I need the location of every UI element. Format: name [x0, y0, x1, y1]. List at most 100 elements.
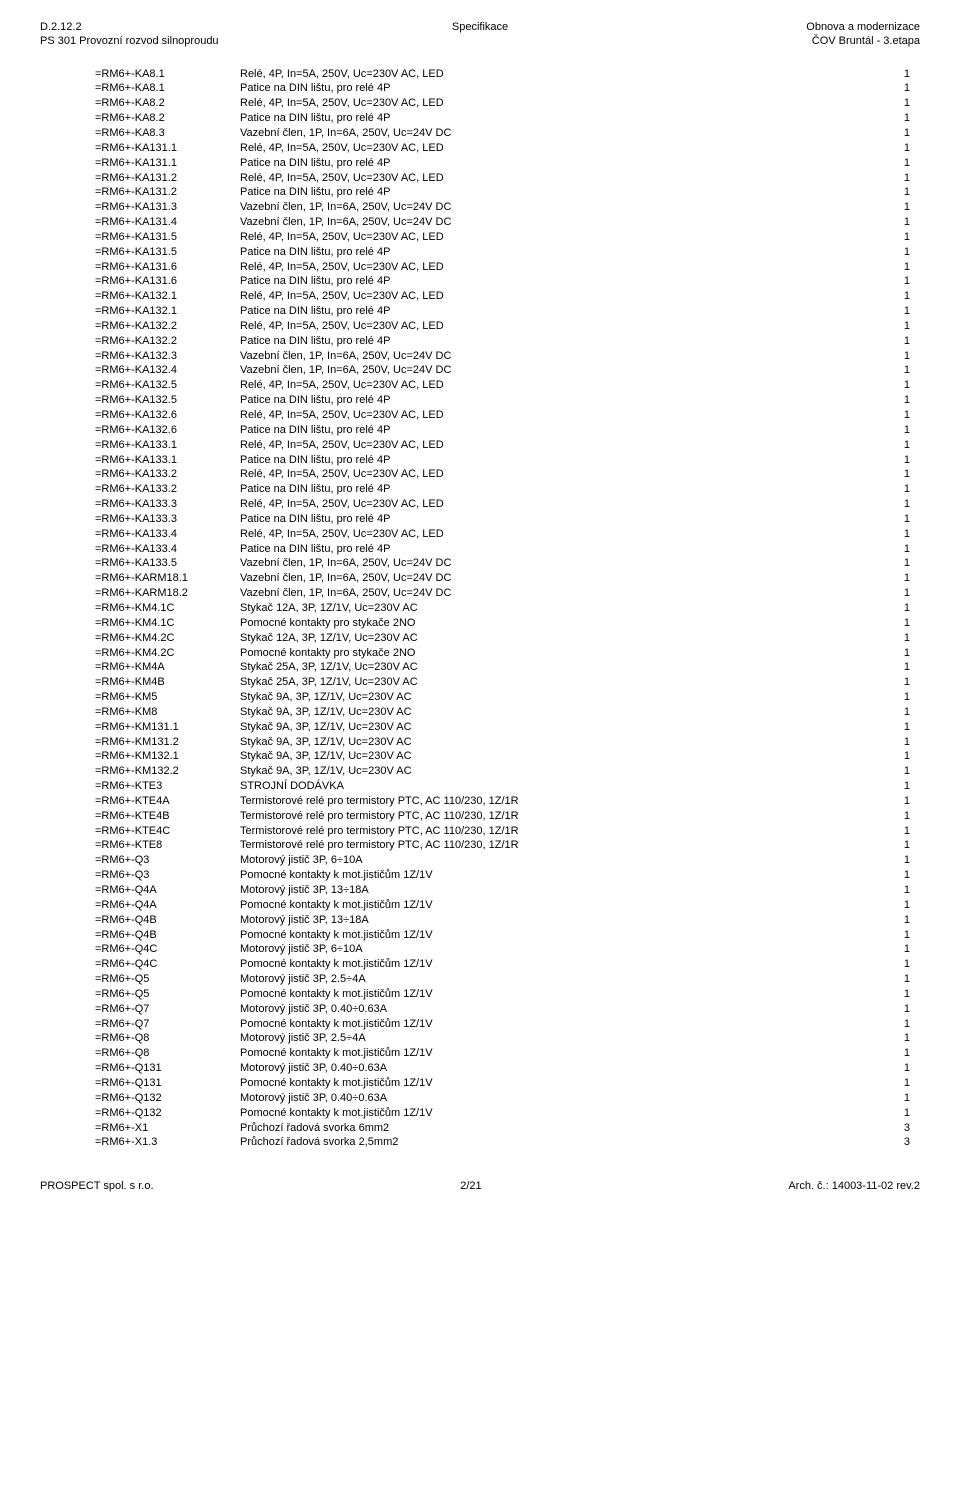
row-desc: Pomocné kontakty k mot.jističům 1Z/1V: [210, 1017, 880, 1032]
table-row: =RM6+-Q3Pomocné kontakty k mot.jističům …: [40, 868, 920, 883]
row-code: =RM6+-KA132.5: [40, 378, 210, 393]
row-desc: Motorový jistič 3P, 2.5÷4A: [210, 972, 880, 987]
row-desc: Patice na DIN lištu, pro relé 4P: [210, 423, 880, 438]
row-qty: 1: [880, 898, 920, 913]
row-code: =RM6+-KA133.2: [40, 482, 210, 497]
row-qty: 1: [880, 482, 920, 497]
row-qty: 1: [880, 453, 920, 468]
row-code: =RM6+-KM4.2C: [40, 646, 210, 661]
row-qty: 1: [880, 96, 920, 111]
row-code: =RM6+-KA132.5: [40, 393, 210, 408]
row-code: =RM6+-KTE3: [40, 779, 210, 794]
row-desc: Motorový jistič 3P, 2.5÷4A: [210, 1031, 880, 1046]
row-qty: 1: [880, 660, 920, 675]
row-qty: 1: [880, 957, 920, 972]
row-code: =RM6+-KA132.6: [40, 423, 210, 438]
table-row: =RM6+-Q4BPomocné kontakty k mot.jističům…: [40, 928, 920, 943]
row-code: =RM6+-KA131.1: [40, 156, 210, 171]
row-desc: Vazební člen, 1P, In=6A, 250V, Uc=24V DC: [210, 126, 880, 141]
row-code: =RM6+-KA132.1: [40, 289, 210, 304]
row-code: =RM6+-Q4C: [40, 957, 210, 972]
row-code: =RM6+-KM131.2: [40, 735, 210, 750]
table-row: =RM6+-KA132.2Patice na DIN lištu, pro re…: [40, 334, 920, 349]
row-qty: 1: [880, 274, 920, 289]
row-desc: Stykač 9A, 3P, 1Z/1V, Uc=230V AC: [210, 735, 880, 750]
row-code: =RM6+-KTE4B: [40, 809, 210, 824]
row-qty: 1: [880, 586, 920, 601]
row-code: =RM6+-KA8.1: [40, 81, 210, 96]
table-row: =RM6+-KA133.4Relé, 4P, In=5A, 250V, Uc=2…: [40, 527, 920, 542]
row-qty: 1: [880, 304, 920, 319]
table-row: =RM6+-KA131.2Relé, 4P, In=5A, 250V, Uc=2…: [40, 171, 920, 186]
row-qty: 1: [880, 794, 920, 809]
table-row: =RM6+-KARM18.2Vazební člen, 1P, In=6A, 2…: [40, 586, 920, 601]
table-row: =RM6+-Q4AMotorový jistič 3P, 13÷18A1: [40, 883, 920, 898]
row-desc: Relé, 4P, In=5A, 250V, Uc=230V AC, LED: [210, 497, 880, 512]
row-desc: Vazební člen, 1P, In=6A, 250V, Uc=24V DC: [210, 571, 880, 586]
row-desc: Motorový jistič 3P, 6÷10A: [210, 853, 880, 868]
row-code: =RM6+-KA132.1: [40, 304, 210, 319]
row-desc: Relé, 4P, In=5A, 250V, Uc=230V AC, LED: [210, 289, 880, 304]
table-row: =RM6+-Q7Motorový jistič 3P, 0.40÷0.63A1: [40, 1002, 920, 1017]
row-qty: 1: [880, 363, 920, 378]
row-code: =RM6+-KM132.2: [40, 764, 210, 779]
row-code: =RM6+-KA131.6: [40, 260, 210, 275]
table-row: =RM6+-KA132.4Vazební člen, 1P, In=6A, 25…: [40, 363, 920, 378]
row-qty: 1: [880, 913, 920, 928]
row-desc: Motorový jistič 3P, 0.40÷0.63A: [210, 1061, 880, 1076]
row-qty: 1: [880, 319, 920, 334]
table-row: =RM6+-KA8.3Vazební člen, 1P, In=6A, 250V…: [40, 126, 920, 141]
row-qty: 1: [880, 200, 920, 215]
row-desc: Patice na DIN lištu, pro relé 4P: [210, 542, 880, 557]
row-code: =RM6+-KA133.1: [40, 438, 210, 453]
row-code: =RM6+-KA132.3: [40, 349, 210, 364]
row-qty: 1: [880, 542, 920, 557]
row-qty: 1: [880, 245, 920, 260]
table-row: =RM6+-KA133.3Patice na DIN lištu, pro re…: [40, 512, 920, 527]
row-qty: 1: [880, 1091, 920, 1106]
table-row: =RM6+-KA131.6Patice na DIN lištu, pro re…: [40, 274, 920, 289]
row-desc: Stykač 25A, 3P, 1Z/1V, Uc=230V AC: [210, 660, 880, 675]
row-code: =RM6+-KA133.2: [40, 467, 210, 482]
row-code: =RM6+-Q131: [40, 1061, 210, 1076]
row-qty: 1: [880, 423, 920, 438]
table-row: =RM6+-Q132Motorový jistič 3P, 0.40÷0.63A…: [40, 1091, 920, 1106]
table-row: =RM6+-KA131.3Vazební člen, 1P, In=6A, 25…: [40, 200, 920, 215]
row-desc: STROJNÍ DODÁVKA: [210, 779, 880, 794]
row-code: =RM6+-Q5: [40, 972, 210, 987]
page-header: D.2.12.2 PS 301 Provozní rozvod silnopro…: [40, 20, 920, 49]
row-qty: 1: [880, 1031, 920, 1046]
header-center: Specifikace: [452, 20, 508, 34]
table-row: =RM6+-Q7Pomocné kontakty k mot.jističům …: [40, 1017, 920, 1032]
row-desc: Relé, 4P, In=5A, 250V, Uc=230V AC, LED: [210, 260, 880, 275]
table-row: =RM6+-KM5Stykač 9A, 3P, 1Z/1V, Uc=230V A…: [40, 690, 920, 705]
row-qty: 1: [880, 556, 920, 571]
row-qty: 3: [880, 1121, 920, 1136]
row-qty: 1: [880, 512, 920, 527]
row-code: =RM6+-Q8: [40, 1046, 210, 1061]
header-right: Obnova a modernizace ČOV Bruntál - 3.eta…: [806, 20, 920, 49]
row-code: =RM6+-KA131.3: [40, 200, 210, 215]
row-qty: 1: [880, 779, 920, 794]
row-qty: 1: [880, 824, 920, 839]
row-desc: Pomocné kontakty k mot.jističům 1Z/1V: [210, 957, 880, 972]
row-desc: Vazební člen, 1P, In=6A, 250V, Uc=24V DC: [210, 556, 880, 571]
table-row: =RM6+-KA133.1Relé, 4P, In=5A, 250V, Uc=2…: [40, 438, 920, 453]
row-desc: Vazební člen, 1P, In=6A, 250V, Uc=24V DC: [210, 363, 880, 378]
table-row: =RM6+-KM131.1Stykač 9A, 3P, 1Z/1V, Uc=23…: [40, 720, 920, 735]
row-qty: 1: [880, 497, 920, 512]
row-desc: Patice na DIN lištu, pro relé 4P: [210, 512, 880, 527]
row-qty: 1: [880, 868, 920, 883]
table-row: =RM6+-KTE8Termistorové relé pro termisto…: [40, 838, 920, 853]
row-desc: Relé, 4P, In=5A, 250V, Uc=230V AC, LED: [210, 527, 880, 542]
table-row: =RM6+-KA131.5Relé, 4P, In=5A, 250V, Uc=2…: [40, 230, 920, 245]
row-code: =RM6+-Q4C: [40, 942, 210, 957]
row-qty: 1: [880, 126, 920, 141]
table-row: =RM6+-Q8Pomocné kontakty k mot.jističům …: [40, 1046, 920, 1061]
row-code: =RM6+-KA8.1: [40, 67, 210, 82]
table-row: =RM6+-KA133.4Patice na DIN lištu, pro re…: [40, 542, 920, 557]
row-desc: Pomocné kontakty k mot.jističům 1Z/1V: [210, 1076, 880, 1091]
spec-table: =RM6+-KA8.1 Relé, 4P, In=5A, 250V, Uc=230…: [40, 67, 920, 1151]
row-code: =RM6+-Q132: [40, 1091, 210, 1106]
row-qty: 1: [880, 378, 920, 393]
